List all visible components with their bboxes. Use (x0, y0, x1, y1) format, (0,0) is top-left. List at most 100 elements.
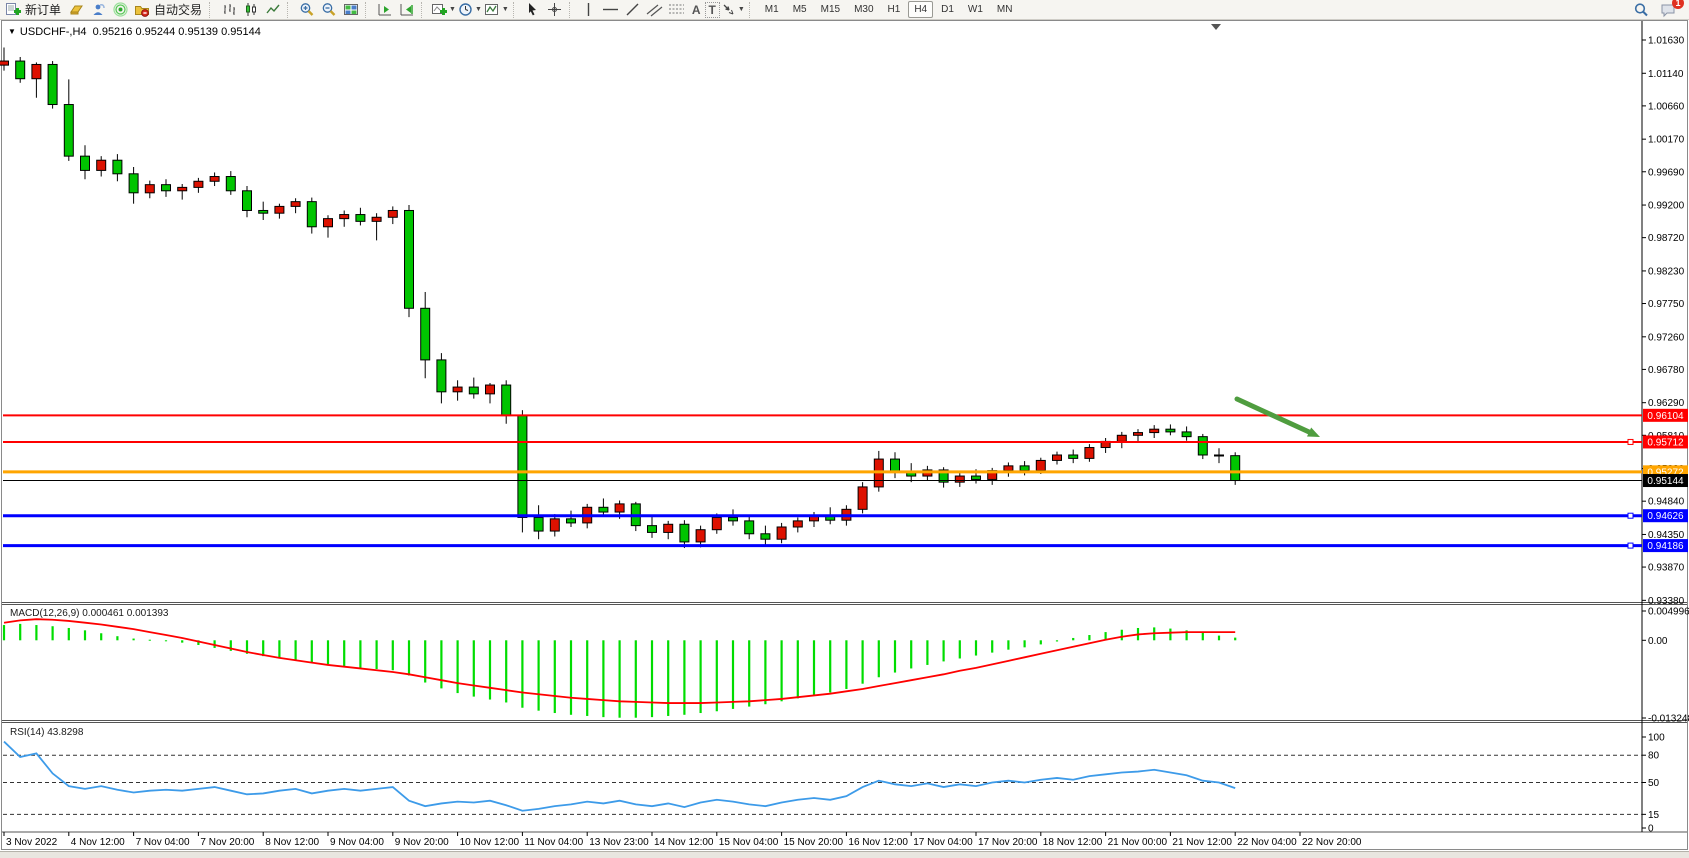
channel-tool-icon[interactable] (645, 1, 665, 19)
line-price-label: 0.94626 (1647, 511, 1684, 522)
candle-body (47, 63, 58, 106)
price-axis[interactable]: 1.01630 1.01140 1.00660 1.00170 0.99690 0.992… (1642, 36, 1685, 607)
text-label-tool-icon[interactable]: T (704, 1, 720, 18)
objects-icon[interactable] (66, 1, 86, 19)
candle-body (355, 214, 366, 222)
templates-icon[interactable]: ▼ (484, 1, 509, 19)
chart-shift-icon[interactable] (397, 1, 417, 19)
time-tick-label: 15 Nov 04:00 (719, 837, 779, 848)
candle-body (420, 307, 431, 361)
autotrading-icon[interactable] (132, 1, 152, 19)
new-order-icon[interactable] (3, 1, 23, 19)
line-handle[interactable] (1627, 512, 1634, 519)
tf-button-h1[interactable]: H1 (887, 4, 901, 15)
cursor-icon[interactable] (523, 1, 543, 19)
time-tick-label: 10 Nov 12:00 (460, 837, 520, 848)
rsi-line (3, 740, 1236, 812)
macd-histogram-bar (569, 640, 573, 715)
time-tick-label: 14 Nov 12:00 (654, 837, 714, 848)
chart-dropdown-icon[interactable]: ▼ (8, 27, 16, 36)
macd-histogram-bar (910, 640, 913, 669)
line-handle[interactable] (1627, 438, 1634, 445)
tf-button-m30[interactable]: M30 (854, 4, 874, 15)
macd-histogram-bar (1104, 632, 1107, 641)
crosshair-icon[interactable] (545, 1, 565, 19)
dropdown-arrow-icon[interactable]: ▼ (449, 6, 456, 13)
candle-body (242, 190, 252, 211)
dropdown-arrow-icon[interactable]: ▼ (737, 6, 745, 13)
time-tick-label: 13 Nov 23:00 (589, 837, 649, 848)
candle-body (890, 458, 900, 472)
signal-icon[interactable] (110, 1, 130, 19)
dropdown-arrow-icon[interactable]: ▼ (501, 6, 509, 13)
trendline-tool-icon[interactable] (623, 1, 643, 19)
new-order-button[interactable]: 新订单 (25, 3, 62, 17)
time-tick-label: 18 Nov 12:00 (1043, 837, 1103, 848)
time-axis[interactable]: 3 Nov 2022 4 Nov 12:00 7 Nov 04:00 7 Nov 20… (3, 832, 1362, 848)
horizontal-line-tool-icon[interactable] (601, 1, 621, 19)
chart-forward-icon[interactable] (375, 1, 395, 19)
macd-histogram-bar (391, 640, 394, 671)
macd-histogram-bar (1007, 640, 1010, 650)
candle-body (744, 520, 755, 535)
tf-button-h4-active[interactable]: H4 (908, 1, 934, 18)
search-icon[interactable] (1631, 1, 1651, 19)
candle-body (290, 201, 301, 207)
chart-symbol-title[interactable]: ▼ USDCHF-,H4 0.95216 0.95244 0.95139 0.95… (8, 26, 261, 38)
macd-histogram-bar (83, 630, 87, 641)
candlestick-chart-icon[interactable] (241, 1, 261, 19)
trend-arrow-head-icon (1307, 427, 1320, 437)
candles (0, 47, 1241, 549)
add-indicator-icon[interactable]: ▼ (431, 1, 456, 19)
tf-button-d1[interactable]: D1 (941, 4, 954, 15)
tf-button-m1[interactable]: M1 (764, 4, 779, 15)
time-tick-label: 9 Nov 20:00 (395, 837, 449, 848)
tf-button-m5[interactable]: M5 (792, 4, 807, 15)
candle-body (1116, 434, 1127, 442)
tf-button-mn[interactable]: MN (996, 4, 1013, 15)
price-tick-label: 1.00660 (1648, 101, 1685, 112)
text-tool-icon[interactable]: A (691, 2, 701, 17)
line-handle[interactable] (1627, 542, 1634, 549)
macd-histogram-bar (683, 640, 686, 715)
candle-body (1149, 428, 1160, 434)
vertical-line-tool-icon[interactable] (579, 1, 599, 19)
tile-windows-icon[interactable] (341, 1, 361, 19)
bar-chart-icon[interactable] (219, 1, 239, 19)
macd-histogram-bar (537, 640, 540, 711)
macd-histogram-bar (67, 627, 70, 641)
macd-histogram-bar (1169, 628, 1172, 641)
horizontal-lines[interactable]: 0.96104 0.95712 0.95272 0.94626 0.94186 0.951… (3, 408, 1688, 553)
dropdown-arrow-icon[interactable]: ▼ (474, 6, 482, 13)
chart-shift-marker-icon[interactable] (1211, 24, 1221, 30)
zoom-in-icon[interactable] (297, 1, 317, 19)
tf-button-m15[interactable]: M15 (820, 4, 841, 15)
navigator-icon[interactable] (88, 1, 108, 19)
macd-histogram-bar (796, 640, 799, 699)
arrows-tool-icon[interactable]: ▼ (721, 1, 745, 19)
candle-body (663, 523, 674, 533)
toolbar-separator (512, 1, 519, 18)
zoom-out-icon[interactable] (319, 1, 339, 19)
chat-icon[interactable]: 1 (1658, 0, 1684, 19)
periods-clock-icon[interactable]: ▼ (458, 1, 482, 19)
trend-arrow-annotation[interactable] (1234, 396, 1312, 435)
price-tick-label: 0.98720 (1648, 233, 1685, 244)
rsi-axis-label: 0 (1648, 824, 1654, 835)
price-tick-label: 0.93380 (1648, 596, 1685, 607)
macd-histogram-bar (634, 640, 637, 718)
macd-histogram-bar (715, 640, 718, 712)
time-tick-label: 21 Nov 00:00 (1108, 837, 1168, 848)
price-tick-label: 0.96290 (1648, 398, 1685, 409)
tf-button-w1[interactable]: W1 (967, 4, 983, 15)
macd-histogram-bar (2, 625, 6, 641)
autotrading-button[interactable]: 自动交易 (154, 3, 203, 17)
time-tick-label: 9 Nov 04:00 (330, 837, 384, 848)
fibonacci-tool-icon[interactable] (667, 1, 687, 19)
candle-body (258, 209, 269, 214)
macd-indicator-label: MACD(12,26,9) 0.000461 0.001393 (10, 608, 169, 619)
line-chart-icon[interactable] (263, 1, 283, 19)
toolbar-separator (421, 1, 427, 18)
macd-histogram-bar (731, 640, 735, 709)
